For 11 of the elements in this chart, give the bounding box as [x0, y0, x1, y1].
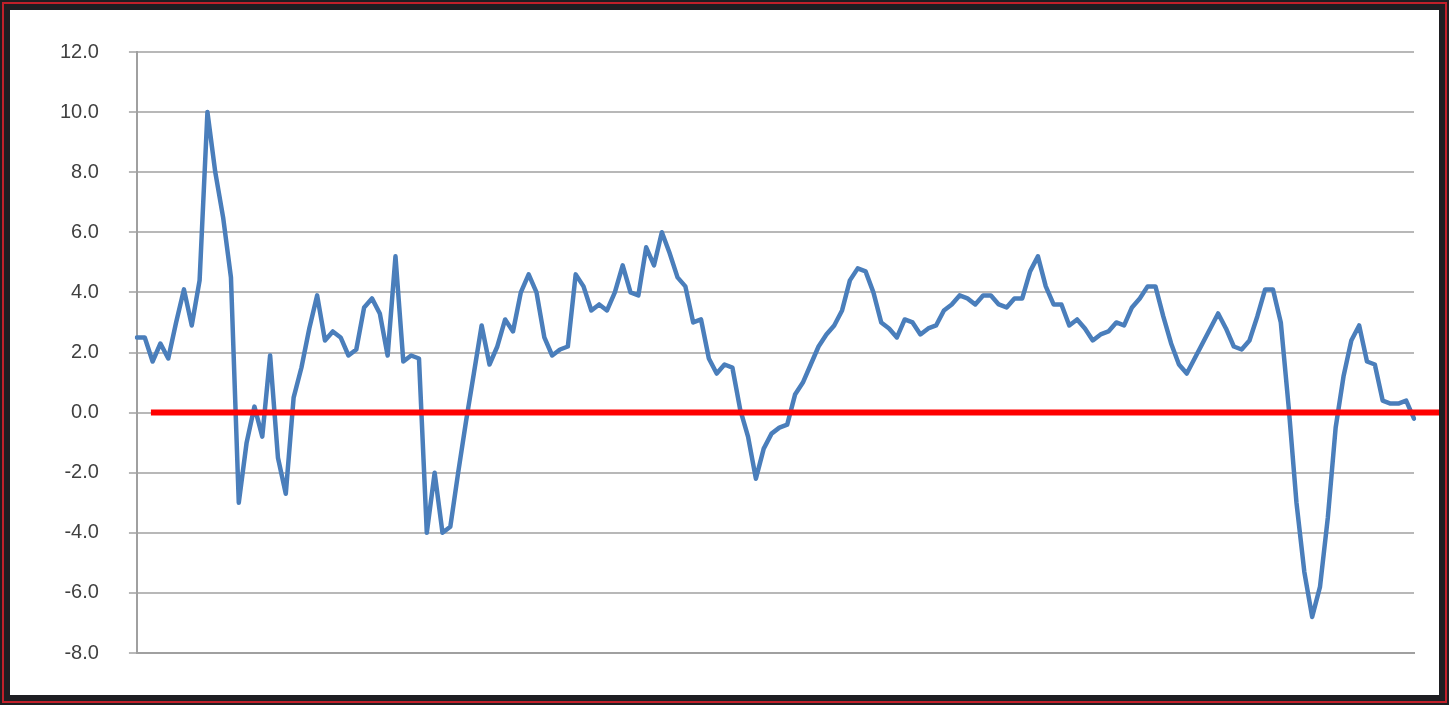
y-tick-label: 10.0 — [59, 99, 99, 122]
y-tick-label: -8.0 — [64, 640, 99, 663]
y-tick-label: -4.0 — [64, 520, 99, 543]
y-tick-label: 4.0 — [71, 279, 99, 302]
y-tick-label: 2.0 — [71, 340, 99, 363]
y-tick-label: 6.0 — [71, 219, 99, 242]
y-tick-label: 12.0 — [59, 39, 99, 62]
y-tick-label: -6.0 — [64, 580, 99, 603]
y-tick-label: -2.0 — [64, 460, 99, 483]
y-tick-label: 0.0 — [71, 400, 99, 423]
y-tick-label: 8.0 — [71, 159, 99, 182]
